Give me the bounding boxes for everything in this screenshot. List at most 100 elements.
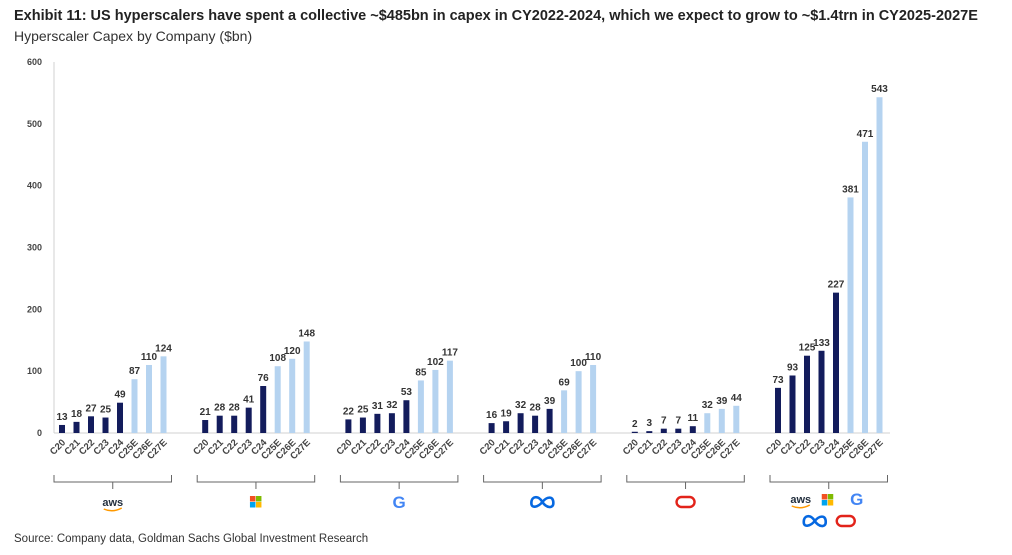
google-logo: G (393, 493, 406, 512)
group-bracket (769, 475, 888, 489)
all-logos: aws G (790, 490, 863, 528)
microsoft-square-icon (827, 500, 834, 506)
group-bracket (483, 475, 602, 489)
y-tick-label: 0 (37, 428, 42, 438)
bar (117, 402, 123, 433)
bar (289, 358, 296, 433)
bar (704, 413, 711, 433)
oracle-logo (675, 495, 696, 509)
data-label: 93 (787, 362, 799, 373)
data-label: 471 (857, 129, 874, 140)
data-label: 69 (559, 377, 571, 388)
data-label: 381 (842, 184, 859, 195)
meta-logo-icon (802, 514, 828, 528)
google-logo-icon: G (393, 493, 406, 512)
data-label: 87 (129, 366, 141, 377)
aws-smile-icon (791, 504, 811, 509)
data-label: 2 (632, 419, 638, 430)
bar (876, 97, 883, 434)
group-bracket (53, 475, 172, 489)
aws-logo-icon: aws (790, 494, 811, 506)
y-tick-label: 300 (27, 243, 42, 253)
data-label: 32 (386, 400, 398, 411)
data-label: 117 (442, 348, 459, 359)
data-label: 73 (772, 375, 784, 386)
data-label: 25 (357, 405, 369, 416)
data-label: 31 (372, 401, 384, 412)
data-label: 25 (100, 405, 112, 416)
bar (488, 423, 495, 433)
bar (345, 419, 352, 433)
bar (403, 400, 410, 433)
data-label: 13 (56, 412, 68, 423)
data-label: 21 (200, 407, 212, 418)
bar (546, 408, 553, 433)
chart-subtitle: Hyperscaler Capex by Company ($bn) (14, 28, 253, 44)
data-label: 53 (401, 387, 413, 398)
data-label: 22 (343, 406, 355, 417)
bar (146, 364, 152, 433)
data-label: 18 (71, 409, 83, 420)
microsoft-square-icon (821, 494, 828, 500)
meta-logo-icon (530, 495, 555, 509)
bar (631, 431, 638, 433)
bar-group-microsoft: 21C2028C2128C2241C2376C24108C25E120C26E1… (191, 328, 315, 508)
bar (718, 408, 725, 433)
data-label: 7 (676, 416, 682, 427)
bar (274, 366, 281, 433)
bar (231, 415, 238, 433)
bar (216, 415, 223, 433)
microsoft-square-icon (821, 500, 828, 506)
bar (446, 360, 453, 433)
bar (303, 341, 310, 433)
microsoft-logo (249, 496, 262, 508)
data-label: 16 (486, 410, 498, 421)
bar (517, 413, 524, 433)
data-label: 108 (269, 353, 286, 364)
aws-logo: aws (102, 497, 123, 512)
data-label: 85 (415, 367, 427, 378)
data-label: 28 (530, 403, 542, 414)
bar (359, 417, 366, 433)
bar (73, 421, 80, 433)
bar (833, 292, 839, 433)
data-label: 543 (871, 84, 888, 95)
data-label: 124 (155, 343, 172, 354)
data-label: 32 (702, 400, 714, 411)
bar (202, 420, 209, 433)
data-label: 76 (258, 373, 270, 384)
bar-group-google: 22C2025C2131C2232C2353C2485C25E102C26E11… (334, 348, 458, 512)
bar (660, 428, 667, 433)
bar (675, 428, 682, 433)
oracle-logo-icon (835, 514, 856, 528)
y-tick-label: 100 (27, 366, 42, 376)
data-label: 49 (114, 390, 126, 401)
data-label: 110 (585, 352, 602, 363)
data-label: 28 (214, 403, 226, 414)
bar (847, 197, 854, 433)
bar (374, 413, 381, 433)
bar (689, 426, 696, 433)
bar-group-meta: 16C2019C2132C2228C2339C2469C25E100C26E11… (478, 352, 602, 509)
oracle-logo-icon (675, 495, 696, 509)
bar (131, 379, 138, 433)
chart-header: Exhibit 11: US hyperscalers have spent a… (14, 7, 1004, 45)
data-label: 120 (284, 346, 301, 357)
y-tick-label: 200 (27, 304, 42, 314)
bar (160, 356, 167, 433)
bar (733, 405, 740, 433)
bar (260, 386, 267, 433)
bar (561, 390, 568, 433)
data-label: 32 (515, 400, 527, 411)
meta-logo (530, 495, 555, 509)
bar-group-aws: 13C2018C2127C2225C2349C2487C25E110C26E12… (48, 343, 172, 512)
bar (532, 415, 539, 433)
data-label: 44 (731, 393, 743, 404)
data-label: 19 (501, 408, 513, 419)
microsoft-square-icon (249, 496, 256, 502)
bar (59, 424, 65, 433)
microsoft-square-icon (255, 496, 262, 502)
group-bracket (626, 475, 745, 489)
data-label: 41 (243, 395, 255, 406)
data-label: 39 (544, 396, 556, 407)
